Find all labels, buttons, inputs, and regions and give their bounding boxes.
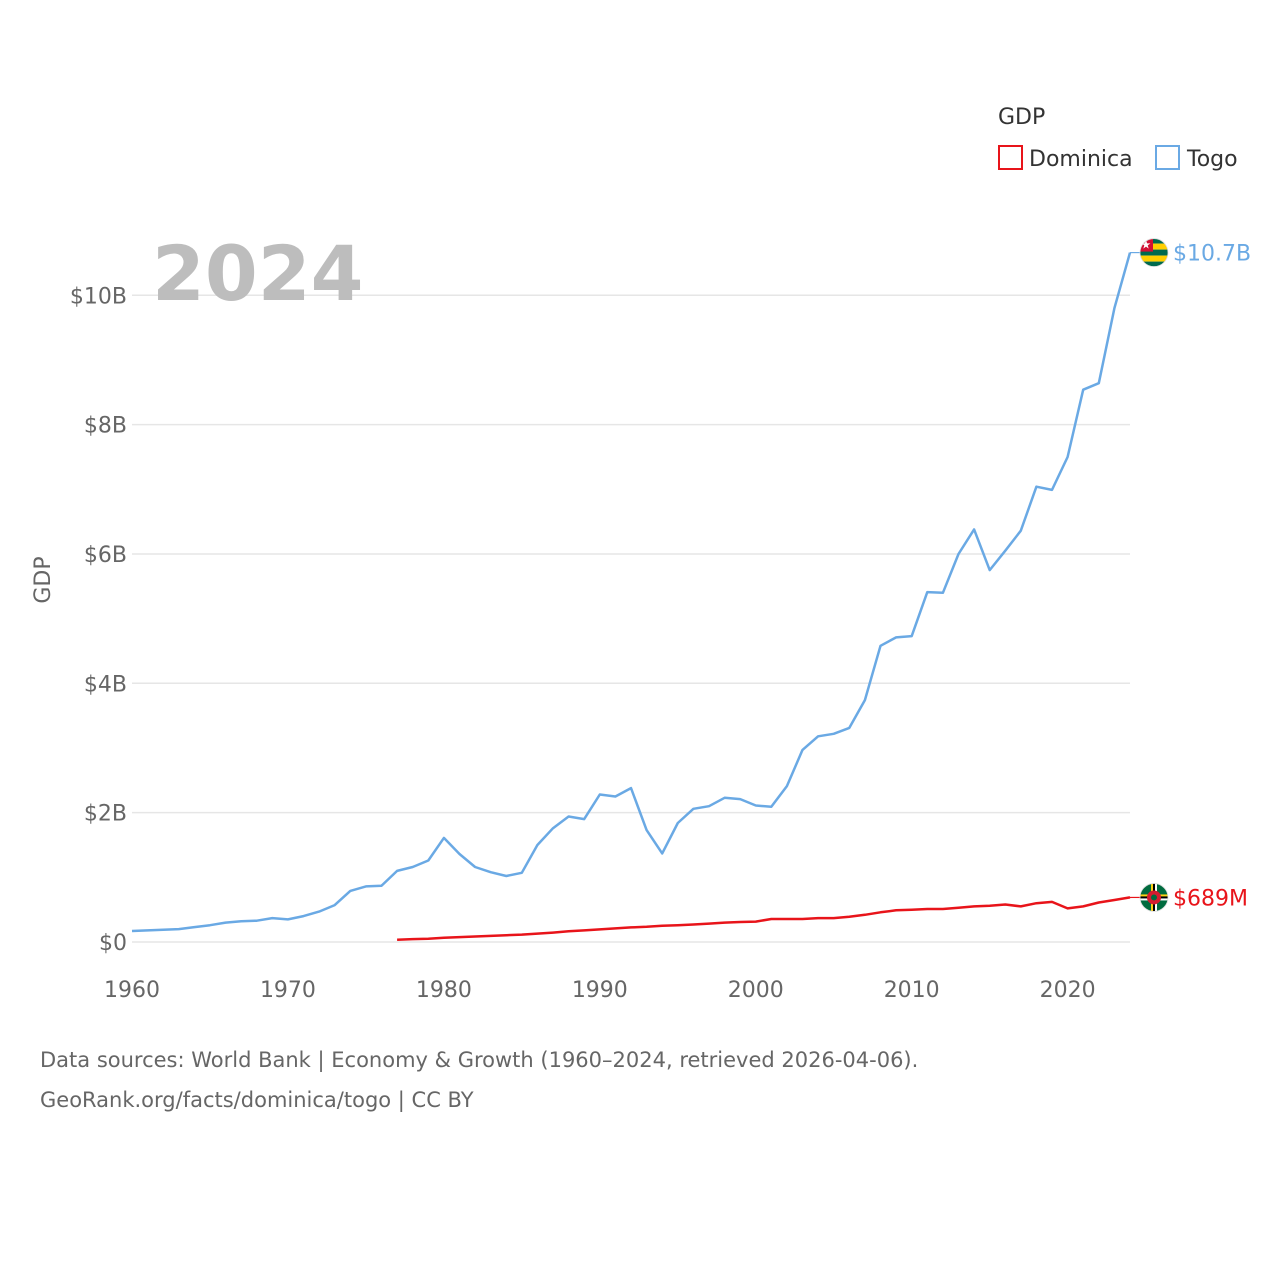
- footer-source: Data sources: World Bank | Economy & Gro…: [40, 1040, 1240, 1120]
- y-tick-label: $2B: [84, 802, 127, 827]
- legend-item-togo[interactable]: Togo: [1155, 145, 1238, 172]
- x-axis-ticks: 1960 1970 1980 1990 2000 2010 2020: [104, 978, 1096, 1003]
- end-labels: $10.7B $689M: [1130, 238, 1251, 912]
- y-tick-label: $6B: [84, 543, 127, 568]
- legend-label-dominica: Dominica: [1029, 147, 1133, 172]
- y-axis-title: GDP: [31, 556, 56, 603]
- gdp-line-chart: $0 $2B $4B $6B $8B $10B 1960 1970 1980 1990 2000 2…: [31, 105, 1251, 1003]
- togo-flag-icon: [1139, 238, 1169, 267]
- y-tick-label: $4B: [84, 672, 127, 697]
- x-tick-label: 2010: [884, 978, 940, 1003]
- legend-swatch-togo: [1155, 145, 1180, 170]
- footer-link-line[interactable]: GeoRank.org/facts/dominica/togo | CC BY: [40, 1088, 474, 1112]
- legend-item-dominica[interactable]: Dominica: [998, 145, 1133, 172]
- x-tick-label: 1970: [260, 978, 316, 1003]
- series-line-dominica[interactable]: [397, 896, 1131, 941]
- legend-label-togo: Togo: [1186, 147, 1238, 172]
- x-tick-label: 2000: [728, 978, 784, 1003]
- series-line-togo[interactable]: [131, 252, 1132, 933]
- x-tick-label: 1990: [572, 978, 628, 1003]
- series-lines: [131, 252, 1132, 941]
- y-axis-ticks: $0 $2B $4B $6B $8B $10B: [70, 284, 127, 956]
- y-tick-label: $0: [99, 931, 127, 956]
- footer-sources-line: Data sources: World Bank | Economy & Gro…: [40, 1048, 919, 1072]
- legend-title: GDP: [998, 105, 1045, 130]
- year-watermark: 2024: [152, 229, 364, 318]
- x-tick-label: 2020: [1040, 978, 1096, 1003]
- end-label-togo: $10.7B: [1173, 242, 1251, 267]
- y-tick-label: $8B: [84, 414, 127, 439]
- gridlines: [132, 294, 1130, 943]
- legend: GDP Dominica Togo: [998, 105, 1238, 172]
- end-label-dominica: $689M: [1173, 886, 1248, 911]
- legend-swatch-dominica: [998, 145, 1023, 170]
- dominica-flag-icon: [1139, 883, 1169, 912]
- y-tick-label: $10B: [70, 284, 127, 309]
- x-tick-label: 1960: [104, 978, 160, 1003]
- x-tick-label: 1980: [416, 978, 472, 1003]
